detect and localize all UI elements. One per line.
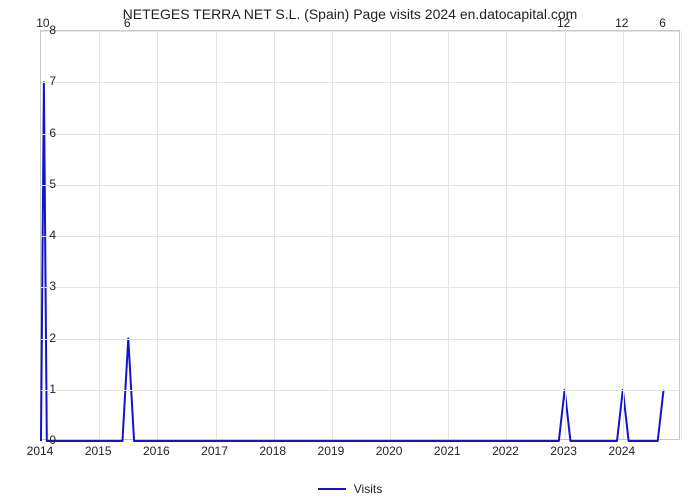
- y-tick-label: 8: [16, 23, 56, 37]
- x-tick-label: 2021: [434, 444, 461, 458]
- x-tick-label: 2017: [201, 444, 228, 458]
- legend-label: Visits: [354, 482, 382, 496]
- x2-tick-label: 12: [615, 16, 628, 30]
- grid-line-v: [623, 31, 624, 439]
- x-tick-label: 2023: [550, 444, 577, 458]
- series-line-visits: [41, 82, 664, 441]
- x-tick-label: 2022: [492, 444, 519, 458]
- x-tick-label: 2020: [376, 444, 403, 458]
- legend-swatch: [318, 488, 346, 490]
- grid-line-h: [41, 31, 679, 32]
- grid-line-v: [274, 31, 275, 439]
- legend: Visits: [0, 482, 700, 496]
- y-tick-label: 1: [16, 382, 56, 396]
- x2-tick-label: 12: [557, 16, 570, 30]
- x-tick-label: 2015: [85, 444, 112, 458]
- grid-line-h: [41, 287, 679, 288]
- x-tick-label: 2016: [143, 444, 170, 458]
- grid-line-v: [506, 31, 507, 439]
- grid-line-v: [99, 31, 100, 439]
- x2-tick-label: 6: [659, 16, 666, 30]
- grid-line-v: [332, 31, 333, 439]
- y-tick-label: 5: [16, 177, 56, 191]
- x2-tick-label: 6: [124, 16, 131, 30]
- grid-line-v: [448, 31, 449, 439]
- x-tick-label: 2019: [318, 444, 345, 458]
- x-tick-label: 2024: [608, 444, 635, 458]
- grid-line-h: [41, 134, 679, 135]
- chart-container: NETEGES TERRA NET S.L. (Spain) Page visi…: [0, 0, 700, 500]
- grid-line-h: [41, 339, 679, 340]
- y-tick-label: 4: [16, 228, 56, 242]
- grid-line-v: [390, 31, 391, 439]
- y-tick-label: 3: [16, 279, 56, 293]
- grid-line-v: [157, 31, 158, 439]
- x-tick-label: 2018: [259, 444, 286, 458]
- grid-line-v: [565, 31, 566, 439]
- y-tick-label: 6: [16, 126, 56, 140]
- y-tick-label: 7: [16, 74, 56, 88]
- grid-line-v: [681, 31, 682, 439]
- grid-line-v: [216, 31, 217, 439]
- chart-title: NETEGES TERRA NET S.L. (Spain) Page visi…: [0, 6, 700, 22]
- plot-area: [40, 30, 680, 440]
- grid-line-h: [41, 82, 679, 83]
- grid-line-h: [41, 236, 679, 237]
- y-tick-label: 2: [16, 331, 56, 345]
- grid-line-h: [41, 185, 679, 186]
- grid-line-h: [41, 390, 679, 391]
- y-tick-label: 0: [16, 433, 56, 447]
